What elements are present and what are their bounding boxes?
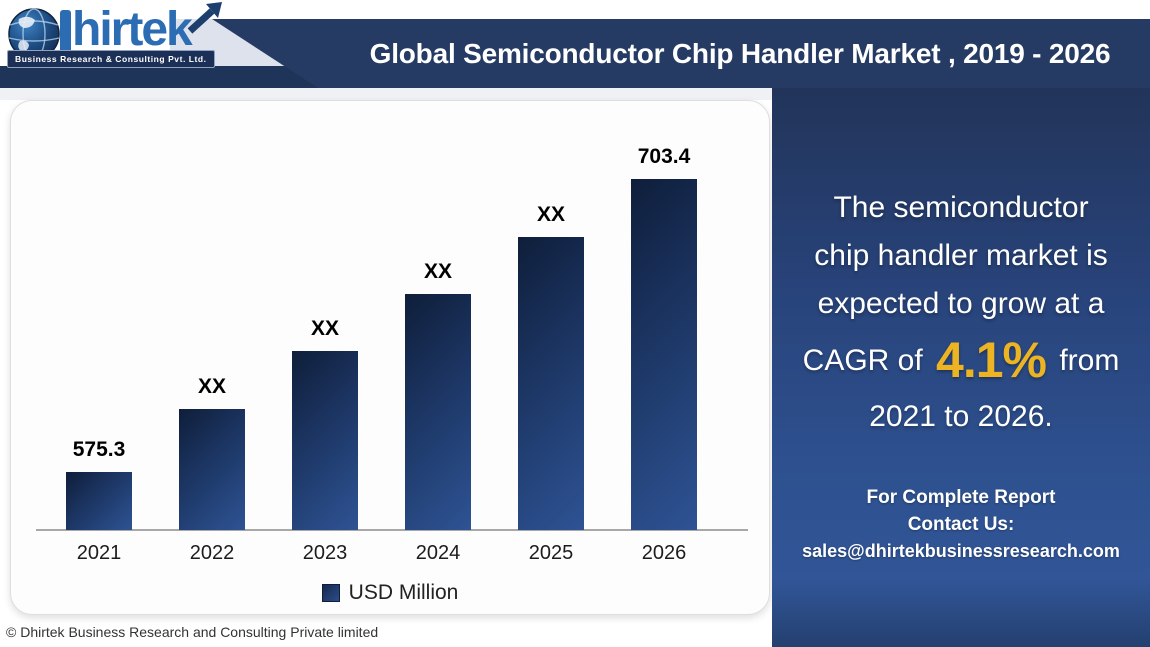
legend-label: USD Million: [348, 581, 459, 604]
growth-arrow-icon: [187, 2, 222, 34]
bar-value-label-2021: 575.3: [72, 438, 126, 461]
legend: USD Million: [11, 581, 769, 605]
summary-line-1: The semiconductor: [833, 191, 1089, 224]
x-axis-label-2024: 2024: [415, 542, 461, 564]
cagr-value: 4.1%: [936, 332, 1047, 388]
title-band: Global Semiconductor Chip Handler Market…: [212, 19, 1150, 88]
bar-2021: [66, 472, 132, 530]
header: Global Semiconductor Chip Handler Market…: [0, 0, 1150, 88]
contact-block: For Complete Report Contact Us: sales@dh…: [772, 484, 1150, 565]
plot-area: 575.3 XX XX XX XX 703.4: [11, 101, 769, 531]
bar-2024: [405, 294, 471, 530]
cagr-suffix: from: [1051, 344, 1120, 377]
x-axis-labels: 2021 2022 2023 2024 2025 2026: [11, 542, 769, 568]
page-title: Global Semiconductor Chip Handler Market…: [369, 38, 1111, 69]
bar-2025: [518, 237, 584, 530]
market-summary-text: The semiconductor chip handler market is…: [772, 184, 1150, 441]
header-gap-strip: [0, 88, 772, 100]
bar-value-label-2026: 703.4: [637, 145, 691, 168]
contact-email: sales@dhirtekbusinessresearch.com: [802, 541, 1120, 561]
copyright-text: © Dhirtek Business Research and Consulti…: [6, 624, 379, 640]
copyright-footer: © Dhirtek Business Research and Consulti…: [6, 624, 378, 640]
x-axis-line: [36, 529, 748, 531]
globe-d-icon: [8, 8, 60, 60]
cagr-line: CAGR of 4.1% from: [772, 328, 1150, 393]
legend-swatch-usd-million: [321, 584, 340, 602]
bar-2022: [179, 409, 245, 530]
x-axis-label-2022: 2022: [189, 542, 235, 564]
x-axis-label-2026: 2026: [641, 542, 687, 564]
summary-line-last: 2021 to 2026.: [869, 400, 1053, 433]
contact-subheading: Contact Us:: [907, 514, 1015, 535]
bar-value-label-2022: XX: [197, 375, 227, 398]
bar-2023: [292, 351, 358, 530]
chart-card: 575.3 XX XX XX XX 703.4 2021 2022 2023 2024 2025 2…: [10, 100, 770, 615]
brand-name: hirtek: [72, 3, 193, 56]
bar-value-label-2023: XX: [310, 317, 340, 340]
contact-heading: For Complete Report: [866, 487, 1056, 508]
x-axis-label-2021: 2021: [76, 542, 122, 564]
logo-d-stem: [60, 10, 71, 55]
summary-line-3: expected to grow at a: [817, 287, 1105, 320]
bar-2026: [631, 179, 697, 530]
x-axis-label-2025: 2025: [528, 542, 574, 564]
summary-panel: The semiconductor chip handler market is…: [772, 88, 1150, 647]
brand-tagline: Business Research & Consulting Pvt. Ltd.: [7, 50, 215, 68]
cagr-prefix: CAGR of: [802, 344, 932, 377]
bar-value-label-2024: XX: [423, 260, 453, 283]
x-axis-label-2023: 2023: [302, 542, 348, 564]
brand-logo: hirtek Business Research & Consulting Pv…: [0, 0, 240, 70]
summary-line-2: chip handler market is: [814, 239, 1108, 272]
bar-value-label-2025: XX: [536, 203, 566, 226]
